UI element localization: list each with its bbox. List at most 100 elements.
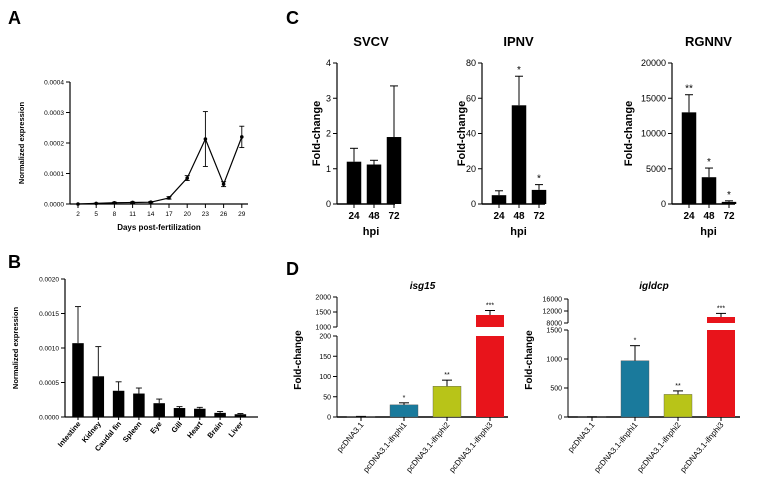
x-tick-label: 72 xyxy=(388,211,400,222)
y-tick-label: 500 xyxy=(550,386,562,393)
y-tick-label: 40 xyxy=(466,129,476,139)
y-tick-label: 10000 xyxy=(641,129,666,139)
bar xyxy=(663,394,693,418)
data-point xyxy=(221,182,226,186)
panel-label-d: D xyxy=(286,259,299,279)
x-tick-label: 48 xyxy=(513,211,525,222)
significance-marker: * xyxy=(727,190,731,201)
x-axis-title: hpi xyxy=(363,226,380,238)
x-axis-title: Days post-fertilization xyxy=(117,223,201,232)
data-point xyxy=(149,200,153,204)
x-tick-label: 23 xyxy=(202,211,210,218)
panel-label-a: A xyxy=(8,8,21,28)
x-tick-label: Heart xyxy=(185,419,205,440)
x-tick-label: 14 xyxy=(147,211,155,218)
significance-marker: *** xyxy=(717,305,725,312)
y-tick-label: 1 xyxy=(326,164,331,174)
y-tick-label: 8000 xyxy=(546,321,562,328)
y-tick-label: 2000 xyxy=(315,295,331,302)
y-tick-label: 1000 xyxy=(315,325,331,332)
x-tick-label: 24 xyxy=(493,211,505,222)
x-tick-label: 48 xyxy=(368,211,380,222)
x-axis-title: hpi xyxy=(510,226,527,238)
panel-label-c: C xyxy=(286,8,299,28)
y-tick-label: 0 xyxy=(327,415,331,422)
bar xyxy=(432,386,462,418)
series-line xyxy=(77,136,243,205)
bar xyxy=(701,177,717,204)
y-tick-label: 0.0015 xyxy=(39,311,59,318)
y-tick-label: 100 xyxy=(319,374,331,381)
significance-marker: * xyxy=(403,395,406,402)
panel-label-b: B xyxy=(8,252,21,272)
bar xyxy=(72,343,84,417)
y-axis-title: Fold-change xyxy=(623,101,635,166)
y-tick-label: 60 xyxy=(466,93,476,103)
y-tick-label: 20 xyxy=(466,164,476,174)
y-tick-label: 0.0005 xyxy=(39,380,59,387)
y-tick-label: 0.0000 xyxy=(39,414,59,421)
bar xyxy=(389,404,419,418)
y-tick-label: 5000 xyxy=(646,164,666,174)
x-tick-label: 11 xyxy=(129,211,136,218)
y-tick-label: 0 xyxy=(326,199,331,209)
chart-title: igldcp xyxy=(639,281,668,292)
significance-marker: *** xyxy=(486,303,494,310)
significance-marker: ** xyxy=(444,372,450,379)
x-tick-label: pcDNA3.1-ifnphi3 xyxy=(678,420,726,474)
y-tick-label: 200 xyxy=(319,334,331,341)
bar xyxy=(511,105,527,204)
x-tick-label: pcDNA3.1-ifnphi1 xyxy=(361,420,409,474)
data-point xyxy=(203,137,208,141)
y-tick-label: 2 xyxy=(326,129,331,139)
bar xyxy=(153,403,165,417)
y-tick-label: 15000 xyxy=(641,93,666,103)
significance-marker: * xyxy=(634,338,637,345)
y-tick-label: 1500 xyxy=(546,328,562,335)
x-tick-label: 29 xyxy=(238,211,246,218)
x-tick-label: 8 xyxy=(113,211,117,218)
x-tick-label: Intestine xyxy=(56,420,83,449)
x-tick-label: 48 xyxy=(703,211,715,222)
y-tick-label: 12000 xyxy=(543,309,563,316)
x-tick-label: pcDNA3.1 xyxy=(335,420,366,454)
y-tick-label: 0.0010 xyxy=(39,345,59,352)
chart-title: IPNV xyxy=(503,34,534,49)
x-tick-label: pcDNA3.1-ifnphi3 xyxy=(447,420,495,474)
bar xyxy=(214,412,226,417)
x-tick-label: Gill xyxy=(169,420,184,435)
bar-lower-segment xyxy=(476,336,504,417)
x-axis-title: hpi xyxy=(700,226,717,238)
y-axis-title: Normalized expression xyxy=(11,307,20,390)
y-tick-label: 0.0002 xyxy=(44,140,64,147)
x-tick-label: Brain xyxy=(205,419,224,440)
y-tick-label: 0 xyxy=(471,199,476,209)
y-tick-label: 150 xyxy=(319,354,331,361)
bar xyxy=(366,164,382,204)
significance-marker: * xyxy=(537,174,541,185)
data-point xyxy=(76,202,80,206)
y-axis-title: Fold-change xyxy=(311,101,323,166)
significance-marker: * xyxy=(517,65,521,76)
y-tick-label: 0.0003 xyxy=(44,110,64,117)
significance-marker: ** xyxy=(685,84,693,95)
x-tick-label: 72 xyxy=(533,211,545,222)
bar xyxy=(386,137,402,204)
x-tick-label: 2 xyxy=(76,211,80,218)
y-tick-label: 0 xyxy=(661,199,666,209)
x-tick-label: pcDNA3.1-ifnphi1 xyxy=(592,420,640,474)
data-point xyxy=(130,200,135,205)
x-tick-label: Spleen xyxy=(121,419,144,444)
x-tick-label: Eye xyxy=(148,420,163,436)
data-point xyxy=(94,201,98,206)
y-tick-label: 0.0000 xyxy=(44,201,64,208)
y-axis-title: Fold-change xyxy=(524,330,535,390)
data-point xyxy=(240,135,244,139)
y-axis-title: Normalized expression xyxy=(17,102,26,185)
y-tick-label: 3 xyxy=(326,93,331,103)
y-tick-label: 50 xyxy=(323,394,331,401)
x-tick-label: 24 xyxy=(683,211,695,222)
y-tick-label: 4 xyxy=(326,58,331,68)
x-tick-label: 20 xyxy=(184,211,192,218)
